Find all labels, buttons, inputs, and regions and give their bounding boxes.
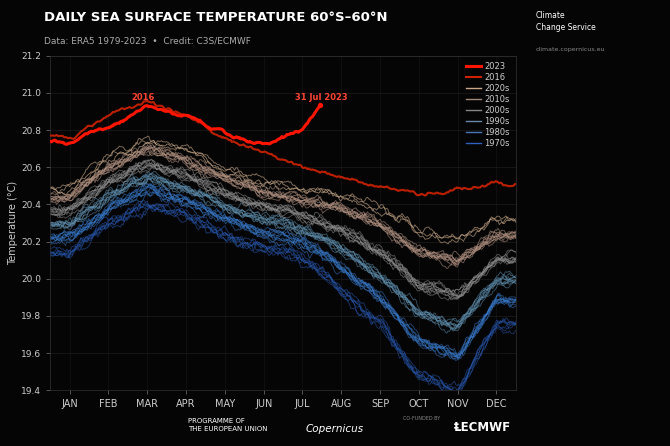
Text: CO-FUNDED BY: CO-FUNDED BY xyxy=(403,417,441,421)
Text: DAILY SEA SURFACE TEMPERATURE 60°S–60°N: DAILY SEA SURFACE TEMPERATURE 60°S–60°N xyxy=(44,11,387,24)
Text: climate.copernicus.eu: climate.copernicus.eu xyxy=(536,47,606,52)
Legend: 2023, 2016, 2020s, 2010s, 2000s, 1990s, 1980s, 1970s: 2023, 2016, 2020s, 2010s, 2000s, 1990s, … xyxy=(464,60,512,150)
Text: PROGRAMME OF
THE EUROPEAN UNION: PROGRAMME OF THE EUROPEAN UNION xyxy=(188,418,267,432)
Text: 2016: 2016 xyxy=(132,93,155,102)
Text: ⱠECMWF: ⱠECMWF xyxy=(454,421,511,434)
Y-axis label: Temperature (°C): Temperature (°C) xyxy=(8,181,18,265)
Text: Climate
Change Service: Climate Change Service xyxy=(536,11,596,32)
Text: 31 Jul 2023: 31 Jul 2023 xyxy=(295,93,347,102)
Text: Copernicus: Copernicus xyxy=(306,424,364,434)
Text: Data: ERA5 1979-2023  •  Credit: C3S/ECMWF: Data: ERA5 1979-2023 • Credit: C3S/ECMWF xyxy=(44,37,251,45)
